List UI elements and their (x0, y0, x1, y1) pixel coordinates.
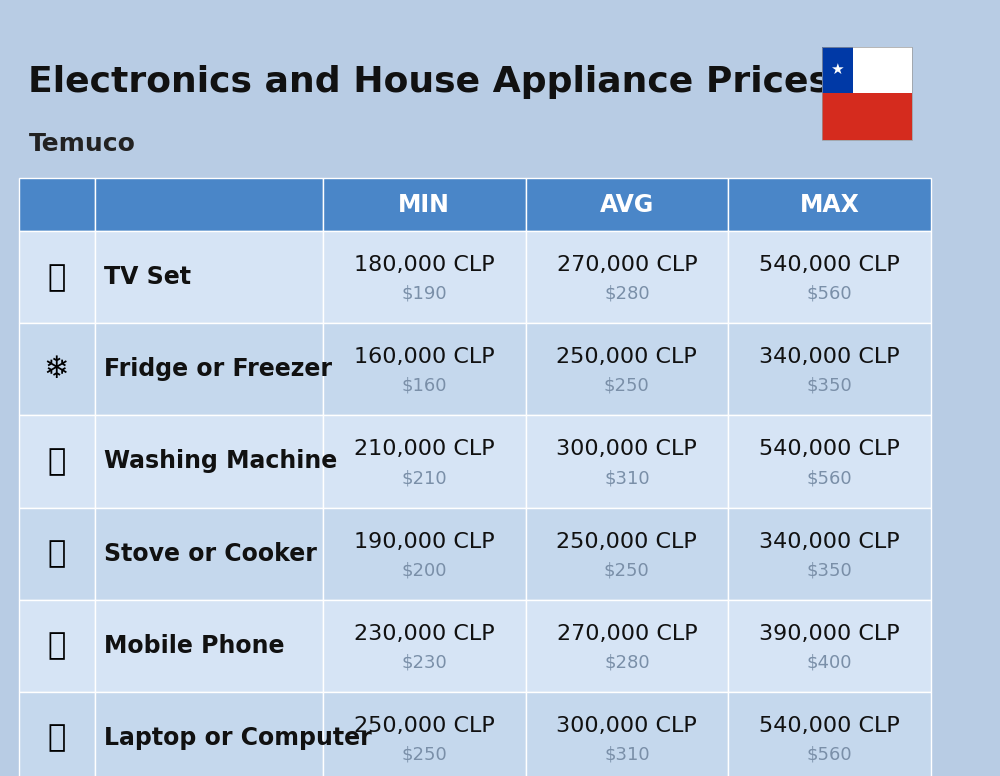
Text: Laptop or Computer: Laptop or Computer (104, 726, 372, 750)
Text: $250: $250 (401, 745, 447, 764)
Text: 📱: 📱 (48, 631, 66, 660)
Bar (19, 231, 95, 324)
Text: $560: $560 (807, 745, 852, 764)
Bar (323, 415, 526, 508)
Text: 250,000 CLP: 250,000 CLP (556, 532, 697, 552)
Bar (323, 600, 526, 691)
Bar (19, 178, 95, 231)
Bar (19, 508, 95, 600)
Bar (323, 178, 526, 231)
Text: TV Set: TV Set (104, 265, 191, 289)
Text: 540,000 CLP: 540,000 CLP (759, 715, 900, 736)
Bar (323, 231, 526, 324)
Text: 340,000 CLP: 340,000 CLP (759, 348, 900, 367)
Text: 180,000 CLP: 180,000 CLP (354, 255, 495, 275)
Text: $250: $250 (604, 377, 650, 395)
Bar (95, 691, 323, 776)
Text: $350: $350 (807, 561, 852, 579)
Text: Fridge or Freezer: Fridge or Freezer (104, 358, 332, 381)
Text: 270,000 CLP: 270,000 CLP (557, 255, 697, 275)
Bar (95, 324, 323, 415)
Bar (95, 178, 323, 231)
Bar (19, 600, 95, 691)
Text: MAX: MAX (800, 193, 859, 217)
Text: 160,000 CLP: 160,000 CLP (354, 348, 495, 367)
Text: $400: $400 (807, 653, 852, 671)
Bar (95, 415, 323, 508)
Text: 250,000 CLP: 250,000 CLP (354, 715, 495, 736)
Bar (95, 508, 323, 600)
Text: $250: $250 (604, 561, 650, 579)
Bar (323, 508, 526, 600)
Text: 270,000 CLP: 270,000 CLP (557, 624, 697, 643)
Bar (728, 178, 931, 231)
Text: 250,000 CLP: 250,000 CLP (556, 348, 697, 367)
Text: Mobile Phone: Mobile Phone (104, 634, 285, 657)
Bar (526, 691, 728, 776)
Text: 💻: 💻 (48, 723, 66, 752)
Text: $310: $310 (604, 469, 650, 487)
Bar (728, 508, 931, 600)
Bar (323, 691, 526, 776)
Bar (822, 93, 912, 140)
Bar (728, 691, 931, 776)
Text: 📺: 📺 (48, 263, 66, 292)
Bar (19, 415, 95, 508)
Bar (526, 508, 728, 600)
Bar (728, 231, 931, 324)
Text: $560: $560 (807, 469, 852, 487)
Bar (728, 324, 931, 415)
Bar (526, 324, 728, 415)
Text: MIN: MIN (398, 193, 450, 217)
Text: Washing Machine: Washing Machine (104, 449, 338, 473)
Text: Stove or Cooker: Stove or Cooker (104, 542, 317, 566)
Text: Electronics and House Appliance Prices: Electronics and House Appliance Prices (28, 65, 830, 99)
Text: 190,000 CLP: 190,000 CLP (354, 532, 495, 552)
Text: 540,000 CLP: 540,000 CLP (759, 255, 900, 275)
Text: $280: $280 (604, 653, 650, 671)
Text: 210,000 CLP: 210,000 CLP (354, 439, 495, 459)
Bar (95, 231, 323, 324)
Text: $310: $310 (604, 745, 650, 764)
Text: AVG: AVG (600, 193, 654, 217)
Text: 540,000 CLP: 540,000 CLP (759, 439, 900, 459)
Text: $200: $200 (401, 561, 447, 579)
Text: 🧹: 🧹 (48, 447, 66, 476)
Bar (728, 600, 931, 691)
Bar (19, 324, 95, 415)
Bar (822, 47, 853, 93)
Text: 🔥: 🔥 (48, 539, 66, 568)
Text: 230,000 CLP: 230,000 CLP (354, 624, 495, 643)
Text: $210: $210 (401, 469, 447, 487)
Text: $560: $560 (807, 285, 852, 303)
Text: Temuco: Temuco (28, 133, 135, 156)
Text: 340,000 CLP: 340,000 CLP (759, 532, 900, 552)
Text: $230: $230 (401, 653, 447, 671)
Bar (526, 178, 728, 231)
Text: 390,000 CLP: 390,000 CLP (759, 624, 900, 643)
Bar (853, 47, 912, 93)
Bar (728, 415, 931, 508)
Text: $280: $280 (604, 285, 650, 303)
Bar (526, 231, 728, 324)
Text: ❄️: ❄️ (44, 355, 70, 384)
Bar (323, 324, 526, 415)
Text: $350: $350 (807, 377, 852, 395)
Bar (95, 600, 323, 691)
Bar (526, 415, 728, 508)
Text: 300,000 CLP: 300,000 CLP (556, 439, 697, 459)
Text: $160: $160 (401, 377, 447, 395)
Bar (526, 600, 728, 691)
Bar (822, 47, 912, 140)
Text: 300,000 CLP: 300,000 CLP (556, 715, 697, 736)
Text: ★: ★ (831, 62, 844, 78)
Text: $190: $190 (401, 285, 447, 303)
Bar (19, 691, 95, 776)
